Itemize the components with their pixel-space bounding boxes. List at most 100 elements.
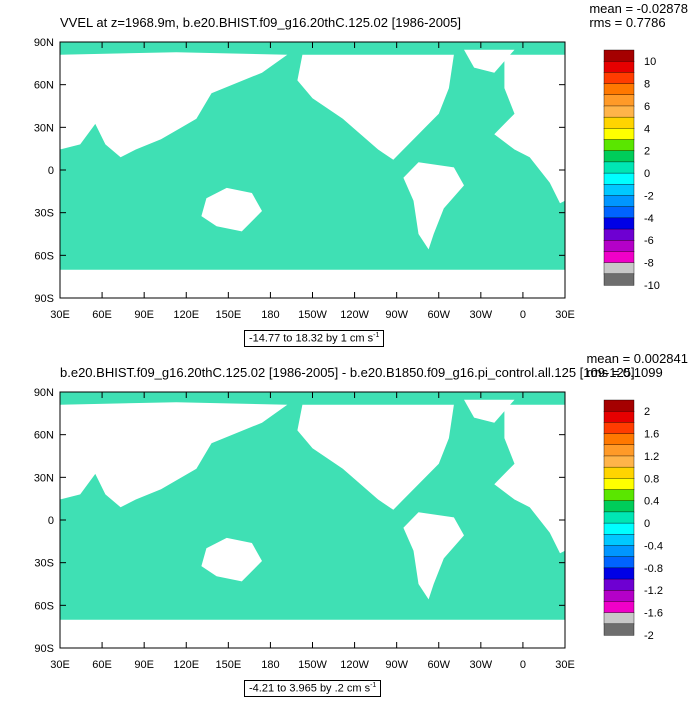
colorbar-label: -4	[644, 213, 654, 225]
lon-label: 120W	[340, 659, 369, 671]
colorbar-swatch	[603, 500, 635, 513]
colorbar-label: 2	[644, 146, 650, 158]
colorbar-swatch	[603, 489, 635, 502]
lon-label: 120E	[173, 659, 199, 671]
lon-label: 90E	[134, 659, 154, 671]
colorbar-label: 6	[644, 101, 650, 113]
colorbar: 2 1.6 1.2 0.8 0.4 0 -0.4 -0.8 -1.2 -1.6 -2	[603, 399, 663, 642]
land-mask	[60, 402, 288, 508]
lon-label: 60W	[427, 659, 450, 671]
panel-title: VVEL at z=1968.9m, b.e20.BHIST.f09_g16.2…	[60, 15, 461, 30]
colorbar-label: 1.6	[644, 429, 659, 441]
colorbar-label: -10	[644, 280, 660, 292]
lon-label: 90W	[385, 309, 408, 321]
mean-value: mean = 0.002841	[586, 351, 688, 366]
colorbar-label: 0.4	[644, 496, 659, 508]
colorbar-label: 4	[644, 123, 650, 135]
colorbar-swatch	[603, 399, 635, 412]
colorbar-label: -2	[644, 630, 654, 642]
colorbar-label: -8	[644, 258, 654, 270]
lat-label: 0	[48, 515, 54, 527]
lon-label: 60E	[92, 659, 112, 671]
lat-label: 0	[48, 165, 54, 177]
colorbar-swatch	[603, 410, 635, 423]
lat-label: 30N	[34, 472, 54, 484]
lat-label: 30S	[34, 208, 54, 220]
lon-label: 180	[261, 659, 279, 671]
colorbar-swatch	[603, 545, 635, 558]
lon-label: 150E	[215, 309, 241, 321]
colorbar-swatch	[603, 623, 635, 636]
colorbar-swatch	[603, 433, 635, 446]
lat-label: 90S	[34, 643, 54, 655]
panel-title: b.e20.BHIST.f09_g16.20thC.125.02 [1986-2…	[60, 365, 635, 380]
land-mask	[494, 404, 565, 554]
lon-label: 30E	[555, 659, 575, 671]
lat-label: 30S	[34, 558, 54, 570]
land-mask	[297, 54, 454, 160]
colorbar-swatch	[603, 262, 635, 275]
colorbar-swatch	[603, 217, 635, 230]
lat-label: 90N	[34, 37, 54, 49]
colorbar-swatch	[603, 128, 635, 141]
stats-box: mean = -0.02878 rms = 0.7786	[589, 2, 688, 30]
latitude-axis: 90N 60N 30N 0 30S 60S 90S	[34, 387, 565, 655]
land-mask	[464, 399, 515, 423]
lon-label: 60W	[427, 309, 450, 321]
colorbar-swatch	[603, 116, 635, 129]
colorbar-swatch	[603, 534, 635, 547]
land-mask	[464, 49, 515, 73]
colorbar-swatch	[603, 139, 635, 152]
colorbar-label: 2	[644, 406, 650, 418]
colorbar-label: -6	[644, 235, 654, 247]
colorbar-swatch	[603, 455, 635, 468]
lon-label: 0	[520, 309, 526, 321]
colorbar-swatch	[603, 150, 635, 163]
lon-label: 150W	[298, 309, 327, 321]
colorbar-swatch	[603, 273, 635, 286]
longitude-axis: 30E 60E 90E 120E 150E 180 150W 120W 90W 60W 30W 0 30…	[50, 392, 575, 671]
colorbar-swatch	[603, 522, 635, 535]
colorbar-swatch	[603, 567, 635, 580]
colorbar-label: 10	[644, 56, 656, 68]
colorbar-swatch	[603, 161, 635, 174]
map-area	[59, 41, 566, 299]
longitude-axis: 30E 60E 90E 120E 150E 180 150W 120W 90W 60W 30W 0 30…	[50, 42, 575, 321]
lon-label: 0	[520, 659, 526, 671]
colorbar-swatch	[603, 184, 635, 197]
map-panel-top: VVEL at z=1968.9m, b.e20.BHIST.f09_g16.2…	[0, 0, 700, 350]
colorbar-swatch	[603, 590, 635, 603]
land-mask	[60, 269, 565, 298]
lon-label: 180	[261, 309, 279, 321]
map-area	[59, 391, 566, 649]
latitude-axis: 90N 60N 30N 0 30S 60S 90S	[34, 37, 565, 305]
colorbar-swatch	[603, 83, 635, 96]
contour-range-label: -14.77 to 18.32 by 1 cm s-1	[244, 330, 385, 347]
colorbar-swatch	[603, 228, 635, 241]
colorbar-swatch	[603, 478, 635, 491]
colorbar-swatch	[603, 601, 635, 614]
land-mask	[201, 537, 262, 582]
colorbar-swatch	[603, 251, 635, 264]
colorbar-swatch	[603, 94, 635, 107]
lon-label: 30W	[470, 659, 493, 671]
lon-label: 30E	[555, 309, 575, 321]
range-unit-exponent: -1	[373, 332, 380, 339]
land-mask	[201, 187, 262, 232]
colorbar-swatch	[603, 206, 635, 219]
colorbar-label: -0.4	[644, 540, 663, 552]
colorbar-swatch	[603, 511, 635, 524]
land-mask	[60, 619, 565, 648]
colorbar-label: -1.2	[644, 585, 663, 597]
colorbar-swatch	[603, 612, 635, 625]
range-unit-exponent: -1	[370, 682, 377, 689]
colorbar: 10 8 6 4 2 0 -2 -4 -6 -8 -10	[603, 49, 660, 292]
colorbar-label: -0.8	[644, 563, 663, 575]
lat-label: 60N	[34, 430, 54, 442]
colorbar-label: 8	[644, 79, 650, 91]
lat-label: 30N	[34, 122, 54, 134]
lon-label: 120E	[173, 309, 199, 321]
colorbar-label: -2	[644, 190, 654, 202]
colorbar-swatch	[603, 105, 635, 118]
colorbar-label: 1.2	[644, 451, 659, 463]
